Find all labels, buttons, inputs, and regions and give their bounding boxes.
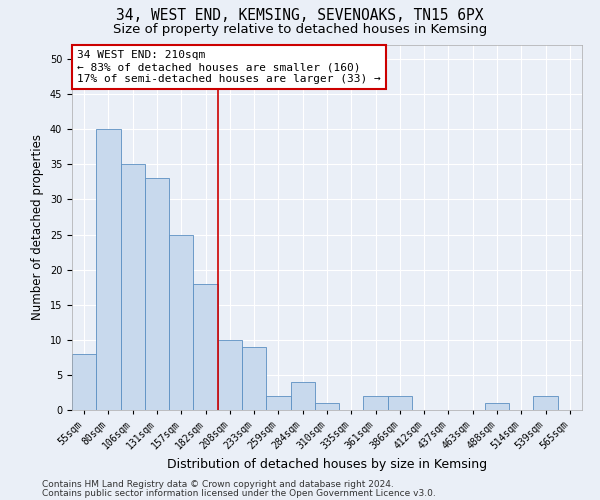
Bar bbox=[364, 396, 388, 410]
Text: Size of property relative to detached houses in Kemsing: Size of property relative to detached ho… bbox=[113, 22, 487, 36]
Text: 34 WEST END: 210sqm
← 83% of detached houses are smaller (160)
17% of semi-detac: 34 WEST END: 210sqm ← 83% of detached ho… bbox=[77, 50, 381, 84]
Bar bbox=[193, 284, 218, 410]
Bar bbox=[121, 164, 145, 410]
Bar bbox=[315, 403, 339, 410]
Bar bbox=[533, 396, 558, 410]
X-axis label: Distribution of detached houses by size in Kemsing: Distribution of detached houses by size … bbox=[167, 458, 487, 471]
Bar bbox=[242, 347, 266, 410]
Y-axis label: Number of detached properties: Number of detached properties bbox=[31, 134, 44, 320]
Bar bbox=[145, 178, 169, 410]
Bar bbox=[218, 340, 242, 410]
Text: Contains HM Land Registry data © Crown copyright and database right 2024.: Contains HM Land Registry data © Crown c… bbox=[42, 480, 394, 489]
Bar bbox=[290, 382, 315, 410]
Text: 34, WEST END, KEMSING, SEVENOAKS, TN15 6PX: 34, WEST END, KEMSING, SEVENOAKS, TN15 6… bbox=[116, 8, 484, 22]
Bar bbox=[96, 129, 121, 410]
Bar bbox=[169, 234, 193, 410]
Bar bbox=[388, 396, 412, 410]
Bar bbox=[72, 354, 96, 410]
Bar bbox=[485, 403, 509, 410]
Bar bbox=[266, 396, 290, 410]
Text: Contains public sector information licensed under the Open Government Licence v3: Contains public sector information licen… bbox=[42, 488, 436, 498]
